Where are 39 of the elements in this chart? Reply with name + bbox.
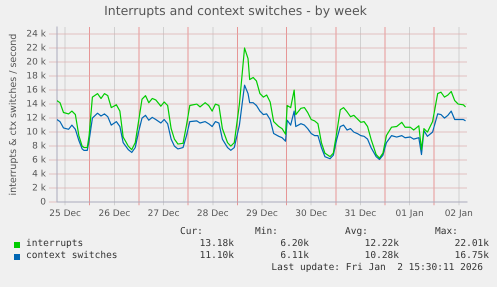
text: Max: [435, 226, 458, 237]
y-tick-label: 22 k [26, 43, 47, 54]
text: Cur: [180, 226, 203, 237]
text: 12.22k [364, 238, 399, 249]
text: Min: [255, 226, 278, 237]
y-tick-label: 10 k [26, 127, 47, 138]
x-tick-label: 31 Dec [344, 208, 376, 219]
text: 11.10k [198, 250, 234, 261]
y-tick-label: 20 k [26, 57, 47, 68]
x-tick-label: 29 Dec [246, 208, 278, 219]
y-tick-label: 8 k [32, 141, 47, 152]
y-tick-label: 18 k [26, 71, 47, 82]
text: 6.20k [279, 238, 309, 249]
y-tick-label: 0 [40, 198, 46, 208]
y-tick-label: 6 k [32, 155, 47, 166]
text: 22.01k [454, 238, 489, 249]
chart-title: Interrupts and context switches - by week [104, 2, 368, 18]
x-tick-label: 28 Dec [196, 208, 229, 219]
x-tick-label: 27 Dec [148, 208, 180, 219]
y-tick-label: 4 k [32, 170, 47, 180]
y-tick-label: 12 k [26, 113, 47, 124]
text: 13.18k [198, 238, 234, 249]
legend-label: context switches [26, 250, 118, 261]
text: 6.11k [279, 250, 309, 261]
legend-label: interrupts [26, 238, 84, 249]
y-tick-label: 2 k [32, 184, 47, 194]
x-tick-label: 02 Jan [444, 208, 473, 219]
y-tick-label: 16 k [26, 85, 47, 96]
x-tick-label: 01 Jan [395, 208, 424, 219]
y-tick-label: 14 k [26, 99, 47, 110]
y-tick-label: 24 k [26, 29, 47, 40]
text: 10.28k [364, 250, 399, 261]
x-tick-label: 25 Dec [49, 208, 82, 219]
text: 16.75k [454, 250, 489, 261]
y-axis-title: interrupts & ctx switches / second [8, 34, 20, 196]
x-tick-label: 30 Dec [295, 208, 328, 219]
text: Avg: [345, 226, 368, 237]
text: Last update: Fri Jan 2 15:30:11 2026 [271, 262, 483, 273]
x-tick-label: 26 Dec [98, 208, 130, 219]
